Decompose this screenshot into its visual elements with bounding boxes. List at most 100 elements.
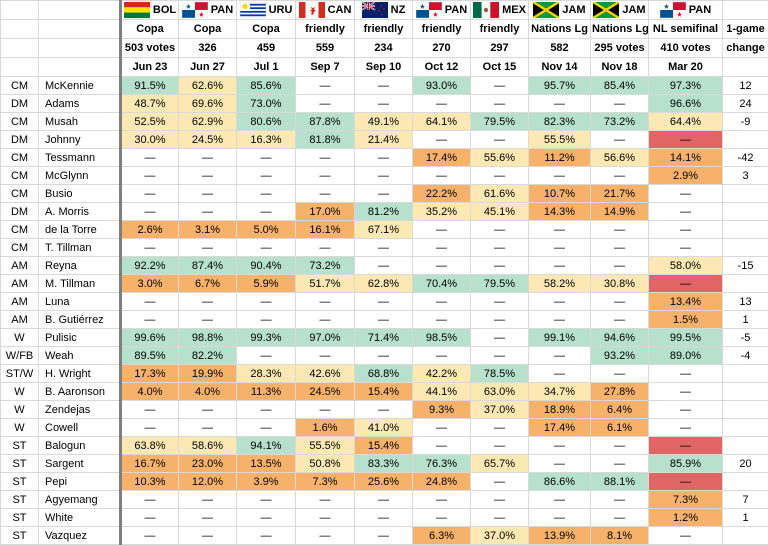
vote-cell: — <box>471 491 529 509</box>
vote-cell: — <box>296 95 355 113</box>
vote-cell: 95.7% <box>529 77 591 95</box>
vote-cell: 87.4% <box>179 257 237 275</box>
vote-cell: 62.8% <box>355 275 413 293</box>
change-cell <box>723 275 768 293</box>
vote-cell: — <box>529 221 591 239</box>
player-position: ST <box>1 509 39 527</box>
change-cell: 1 <box>723 509 768 527</box>
match-votes: 559 <box>296 39 355 58</box>
vote-cell: — <box>237 491 296 509</box>
vote-cell: — <box>296 149 355 167</box>
vote-cell: 56.6% <box>591 149 649 167</box>
vote-cell: — <box>355 401 413 419</box>
vote-cell: 99.3% <box>237 329 296 347</box>
change-cell: 1 <box>723 311 768 329</box>
vote-cell: — <box>471 239 529 257</box>
vote-cell: 94.1% <box>237 437 296 455</box>
player-position: CM <box>1 113 39 131</box>
vote-cell: — <box>121 491 179 509</box>
vote-cell: — <box>649 203 723 221</box>
vote-cell: — <box>237 149 296 167</box>
vote-cell: — <box>649 185 723 203</box>
player-name: B. Gutiérrez <box>39 311 121 329</box>
vote-cell: 14.3% <box>529 203 591 221</box>
change-cell <box>723 401 768 419</box>
vote-cell: — <box>413 347 471 365</box>
player-name: Vazquez <box>39 527 121 545</box>
vote-cell: — <box>591 455 649 473</box>
header-blank <box>39 39 121 58</box>
vote-cell: — <box>355 311 413 329</box>
vote-cell: — <box>121 293 179 311</box>
vote-cell: — <box>237 347 296 365</box>
vote-cell: — <box>529 311 591 329</box>
vote-cell: — <box>413 95 471 113</box>
svg-text:★: ★ <box>420 4 426 11</box>
vote-cell: — <box>471 311 529 329</box>
vote-cell: — <box>355 77 413 95</box>
header-blank <box>1 20 39 39</box>
vote-cell: 27.8% <box>591 383 649 401</box>
vote-cell: 85.4% <box>591 77 649 95</box>
uru-flag-icon <box>240 2 266 18</box>
vote-cell: 71.4% <box>355 329 413 347</box>
vote-cell: 58.6% <box>179 437 237 455</box>
change-cell: 12 <box>723 77 768 95</box>
vote-cell: — <box>296 401 355 419</box>
vote-cell: — <box>471 77 529 95</box>
vote-cell: 48.7% <box>121 95 179 113</box>
vote-cell: 65.7% <box>471 455 529 473</box>
vote-cell: — <box>237 509 296 527</box>
vote-cell: — <box>237 293 296 311</box>
vote-cell: 1.2% <box>649 509 723 527</box>
opponent-header: BOL <box>121 1 179 20</box>
vote-cell: 73.2% <box>296 257 355 275</box>
opponent-code: PAN <box>445 2 467 19</box>
vote-cell: — <box>529 455 591 473</box>
vote-cell: — <box>355 509 413 527</box>
vote-cell: 55.6% <box>471 149 529 167</box>
change-cell <box>723 131 768 149</box>
vote-cell: 88.1% <box>591 473 649 491</box>
player-name: M. Tillman <box>39 275 121 293</box>
vote-cell: — <box>591 239 649 257</box>
vote-cell: — <box>529 95 591 113</box>
player-name: A. Morris <box>39 203 121 221</box>
change-cell <box>723 221 768 239</box>
vote-cell: 52.5% <box>121 113 179 131</box>
player-position: ST <box>1 455 39 473</box>
change-cell: 7 <box>723 491 768 509</box>
match-date: Mar 20 <box>649 58 723 77</box>
vote-cell: 6.3% <box>413 527 471 545</box>
vote-cell: 15.4% <box>355 383 413 401</box>
vote-cell: — <box>591 311 649 329</box>
vote-cell: — <box>413 131 471 149</box>
player-position: CM <box>1 239 39 257</box>
vote-cell: — <box>413 239 471 257</box>
vote-cell: 90.4% <box>237 257 296 275</box>
svg-text:★: ★ <box>199 12 205 19</box>
change-cell: 13 <box>723 293 768 311</box>
vote-cell: 82.2% <box>179 347 237 365</box>
player-name: Pepi <box>39 473 121 491</box>
opponent-code: BOL <box>153 2 176 19</box>
vote-cell: — <box>296 527 355 545</box>
vote-cell: — <box>591 491 649 509</box>
vote-cell: — <box>296 239 355 257</box>
bol-flag-icon <box>124 2 150 18</box>
match-date: Sep 10 <box>355 58 413 77</box>
change-cell <box>723 383 768 401</box>
vote-cell: — <box>413 419 471 437</box>
match-date: Nov 18 <box>591 58 649 77</box>
vote-cell: — <box>591 365 649 383</box>
vote-cell: — <box>179 509 237 527</box>
opponent-header: ★★PAN <box>413 1 471 20</box>
